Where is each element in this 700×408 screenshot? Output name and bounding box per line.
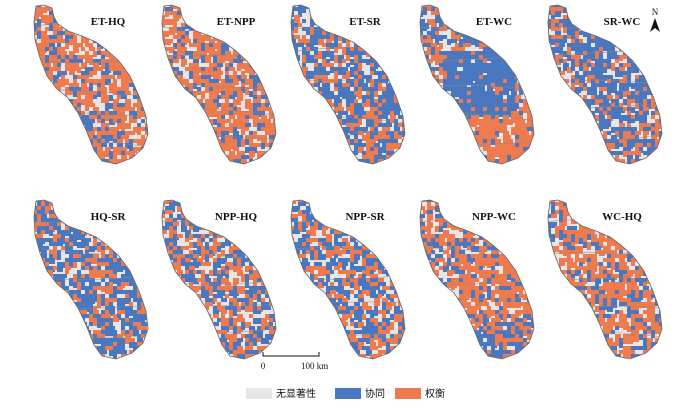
map-panel-npp-sr: NPP-SR xyxy=(290,199,406,360)
legend-item: 无显著性 xyxy=(246,387,316,400)
panel-title: NPP-SR xyxy=(345,211,385,223)
map-panel-sr-wc: SR-WC xyxy=(547,4,663,165)
map-panel-et-hq: ET-HQ xyxy=(33,4,149,165)
map-panels: ET-HQ ET-NPP ET-SR ET-WC SR-WC HQ-SR NPP-HQ NPP… xyxy=(33,4,663,360)
panel-title: HQ-SR xyxy=(91,211,127,223)
legend: 无显著性 协同 权衡 xyxy=(246,387,445,400)
panel-title: ET-SR xyxy=(349,16,381,28)
legend-label: 无显著性 xyxy=(276,387,316,400)
panel-title: ET-NPP xyxy=(217,16,256,28)
map-panel-npp-hq: NPP-HQ xyxy=(161,199,277,360)
panel-title: ET-WC xyxy=(476,16,512,28)
legend-item: 权衡 xyxy=(395,387,445,400)
scale-bar-line xyxy=(262,352,320,357)
north-label: N xyxy=(652,7,659,17)
legend-label: 权衡 xyxy=(425,387,445,400)
map-panel-hq-sr: HQ-SR xyxy=(33,199,149,360)
legend-swatch xyxy=(246,388,272,399)
legend-item: 协同 xyxy=(335,387,385,400)
panel-title: SR-WC xyxy=(604,16,641,28)
north-arrow-icon xyxy=(650,18,660,32)
panel-title: NPP-HQ xyxy=(215,211,258,223)
legend-swatch xyxy=(335,388,361,399)
north-arrow: N xyxy=(650,7,660,32)
scale-bar: 0 100 km xyxy=(261,352,328,371)
scale-start-label: 0 xyxy=(261,361,266,371)
map-panel-et-sr: ET-SR xyxy=(290,4,406,165)
legend-label: 协同 xyxy=(365,387,385,400)
map-panel-wc-hq: WC-HQ xyxy=(547,199,663,360)
panel-title: NPP-WC xyxy=(472,211,516,223)
panel-title: ET-HQ xyxy=(91,16,126,28)
legend-swatch xyxy=(395,388,421,399)
map-panel-et-npp: ET-NPP xyxy=(161,4,277,165)
map-panel-et-wc: ET-WC xyxy=(419,4,535,165)
scale-end-label: 100 km xyxy=(301,361,328,371)
map-panel-npp-wc: NPP-WC xyxy=(419,199,535,360)
panel-title: WC-HQ xyxy=(602,211,642,223)
